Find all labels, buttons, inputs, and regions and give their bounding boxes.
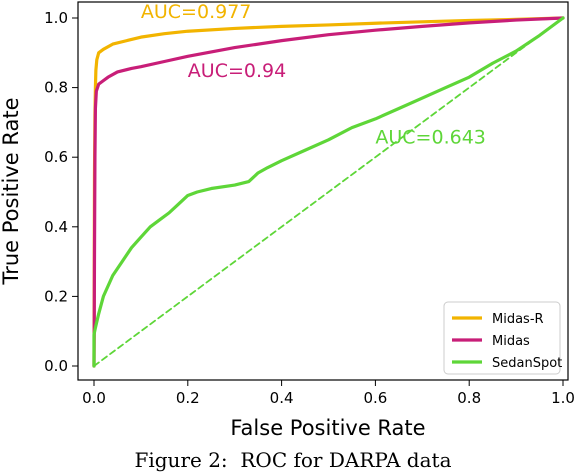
y-tick-label: 0.4 [44, 218, 68, 236]
x-axis-label: False Positive Rate [230, 416, 425, 440]
y-tick-label: 0.0 [44, 357, 68, 375]
series-line-random-baseline [93, 17, 564, 367]
x-tick-label: 0.0 [82, 389, 106, 407]
auc-annotation: AUC=0.94 [188, 60, 286, 82]
roc-chart: 0.0 0.2 0.4 0.6 0.8 1.0 0.0 0.2 0.4 0.6 0.8 1.0 AUC… [0, 1, 575, 440]
axis-ticks: 0.0 0.2 0.4 0.6 0.8 1.0 0.0 0.2 0.4 0.6 0.8 1.0 [44, 9, 575, 407]
legend-label: Midas-R [492, 312, 544, 327]
x-tick-label: 0.4 [270, 389, 294, 407]
plot-frame [77, 1, 569, 381]
series-layer [92, 16, 565, 368]
x-tick-label: 0.8 [457, 389, 481, 407]
series-line-sedanspot [92, 16, 565, 368]
annotation-layer: AUC=0.977 AUC=0.94 AUC=0.643 [141, 1, 486, 148]
legend-box [443, 301, 561, 375]
series-line-midas-r [92, 16, 565, 368]
series-line-midas [92, 16, 565, 368]
x-tick-label: 1.0 [551, 389, 575, 407]
y-tick-label: 1.0 [44, 9, 68, 27]
legend-label: SedanSpot [492, 356, 562, 371]
auc-annotation: AUC=0.643 [375, 126, 485, 148]
legend-label: Midas [492, 334, 530, 349]
auc-annotation: AUC=0.977 [141, 1, 251, 23]
legend: Midas-R Midas SedanSpot [443, 301, 562, 375]
x-tick-label: 0.6 [363, 389, 387, 407]
x-tick-label: 0.2 [176, 389, 200, 407]
y-tick-label: 0.8 [44, 79, 68, 97]
figure-caption: Figure 2: ROC for DARPA data [134, 448, 452, 472]
y-axis-label: True Positive Rate [0, 97, 23, 285]
y-tick-label: 0.2 [44, 287, 68, 305]
y-tick-label: 0.6 [44, 148, 68, 166]
